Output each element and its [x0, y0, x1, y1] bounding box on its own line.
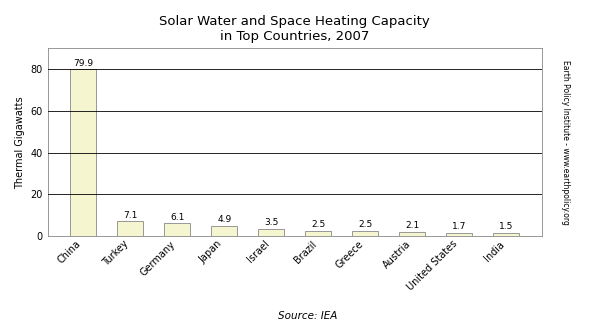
- Text: 2.5: 2.5: [358, 220, 373, 229]
- Text: Source: IEA: Source: IEA: [278, 311, 338, 321]
- Bar: [70, 69, 96, 236]
- Bar: [399, 232, 425, 236]
- Text: 2.1: 2.1: [405, 221, 419, 230]
- Text: 3.5: 3.5: [264, 218, 278, 227]
- Text: 6.1: 6.1: [170, 213, 184, 222]
- Text: 2.5: 2.5: [311, 220, 325, 229]
- Bar: [211, 226, 237, 236]
- Text: 4.9: 4.9: [217, 215, 232, 224]
- Text: 79.9: 79.9: [73, 59, 93, 68]
- Y-axis label: Thermal Gigawatts: Thermal Gigawatts: [15, 96, 25, 189]
- Bar: [164, 223, 190, 236]
- Bar: [493, 233, 519, 236]
- Text: Earth Policy Institute - www.earthpolicy.org: Earth Policy Institute - www.earthpolicy…: [561, 60, 570, 225]
- Bar: [258, 229, 284, 236]
- Bar: [447, 233, 472, 236]
- Title: Solar Water and Space Heating Capacity
in Top Countries, 2007: Solar Water and Space Heating Capacity i…: [160, 15, 430, 43]
- Bar: [352, 231, 378, 236]
- Text: 7.1: 7.1: [123, 211, 137, 220]
- Bar: [306, 231, 331, 236]
- Bar: [117, 221, 143, 236]
- Text: 1.5: 1.5: [499, 222, 514, 231]
- Text: 1.7: 1.7: [452, 222, 466, 231]
